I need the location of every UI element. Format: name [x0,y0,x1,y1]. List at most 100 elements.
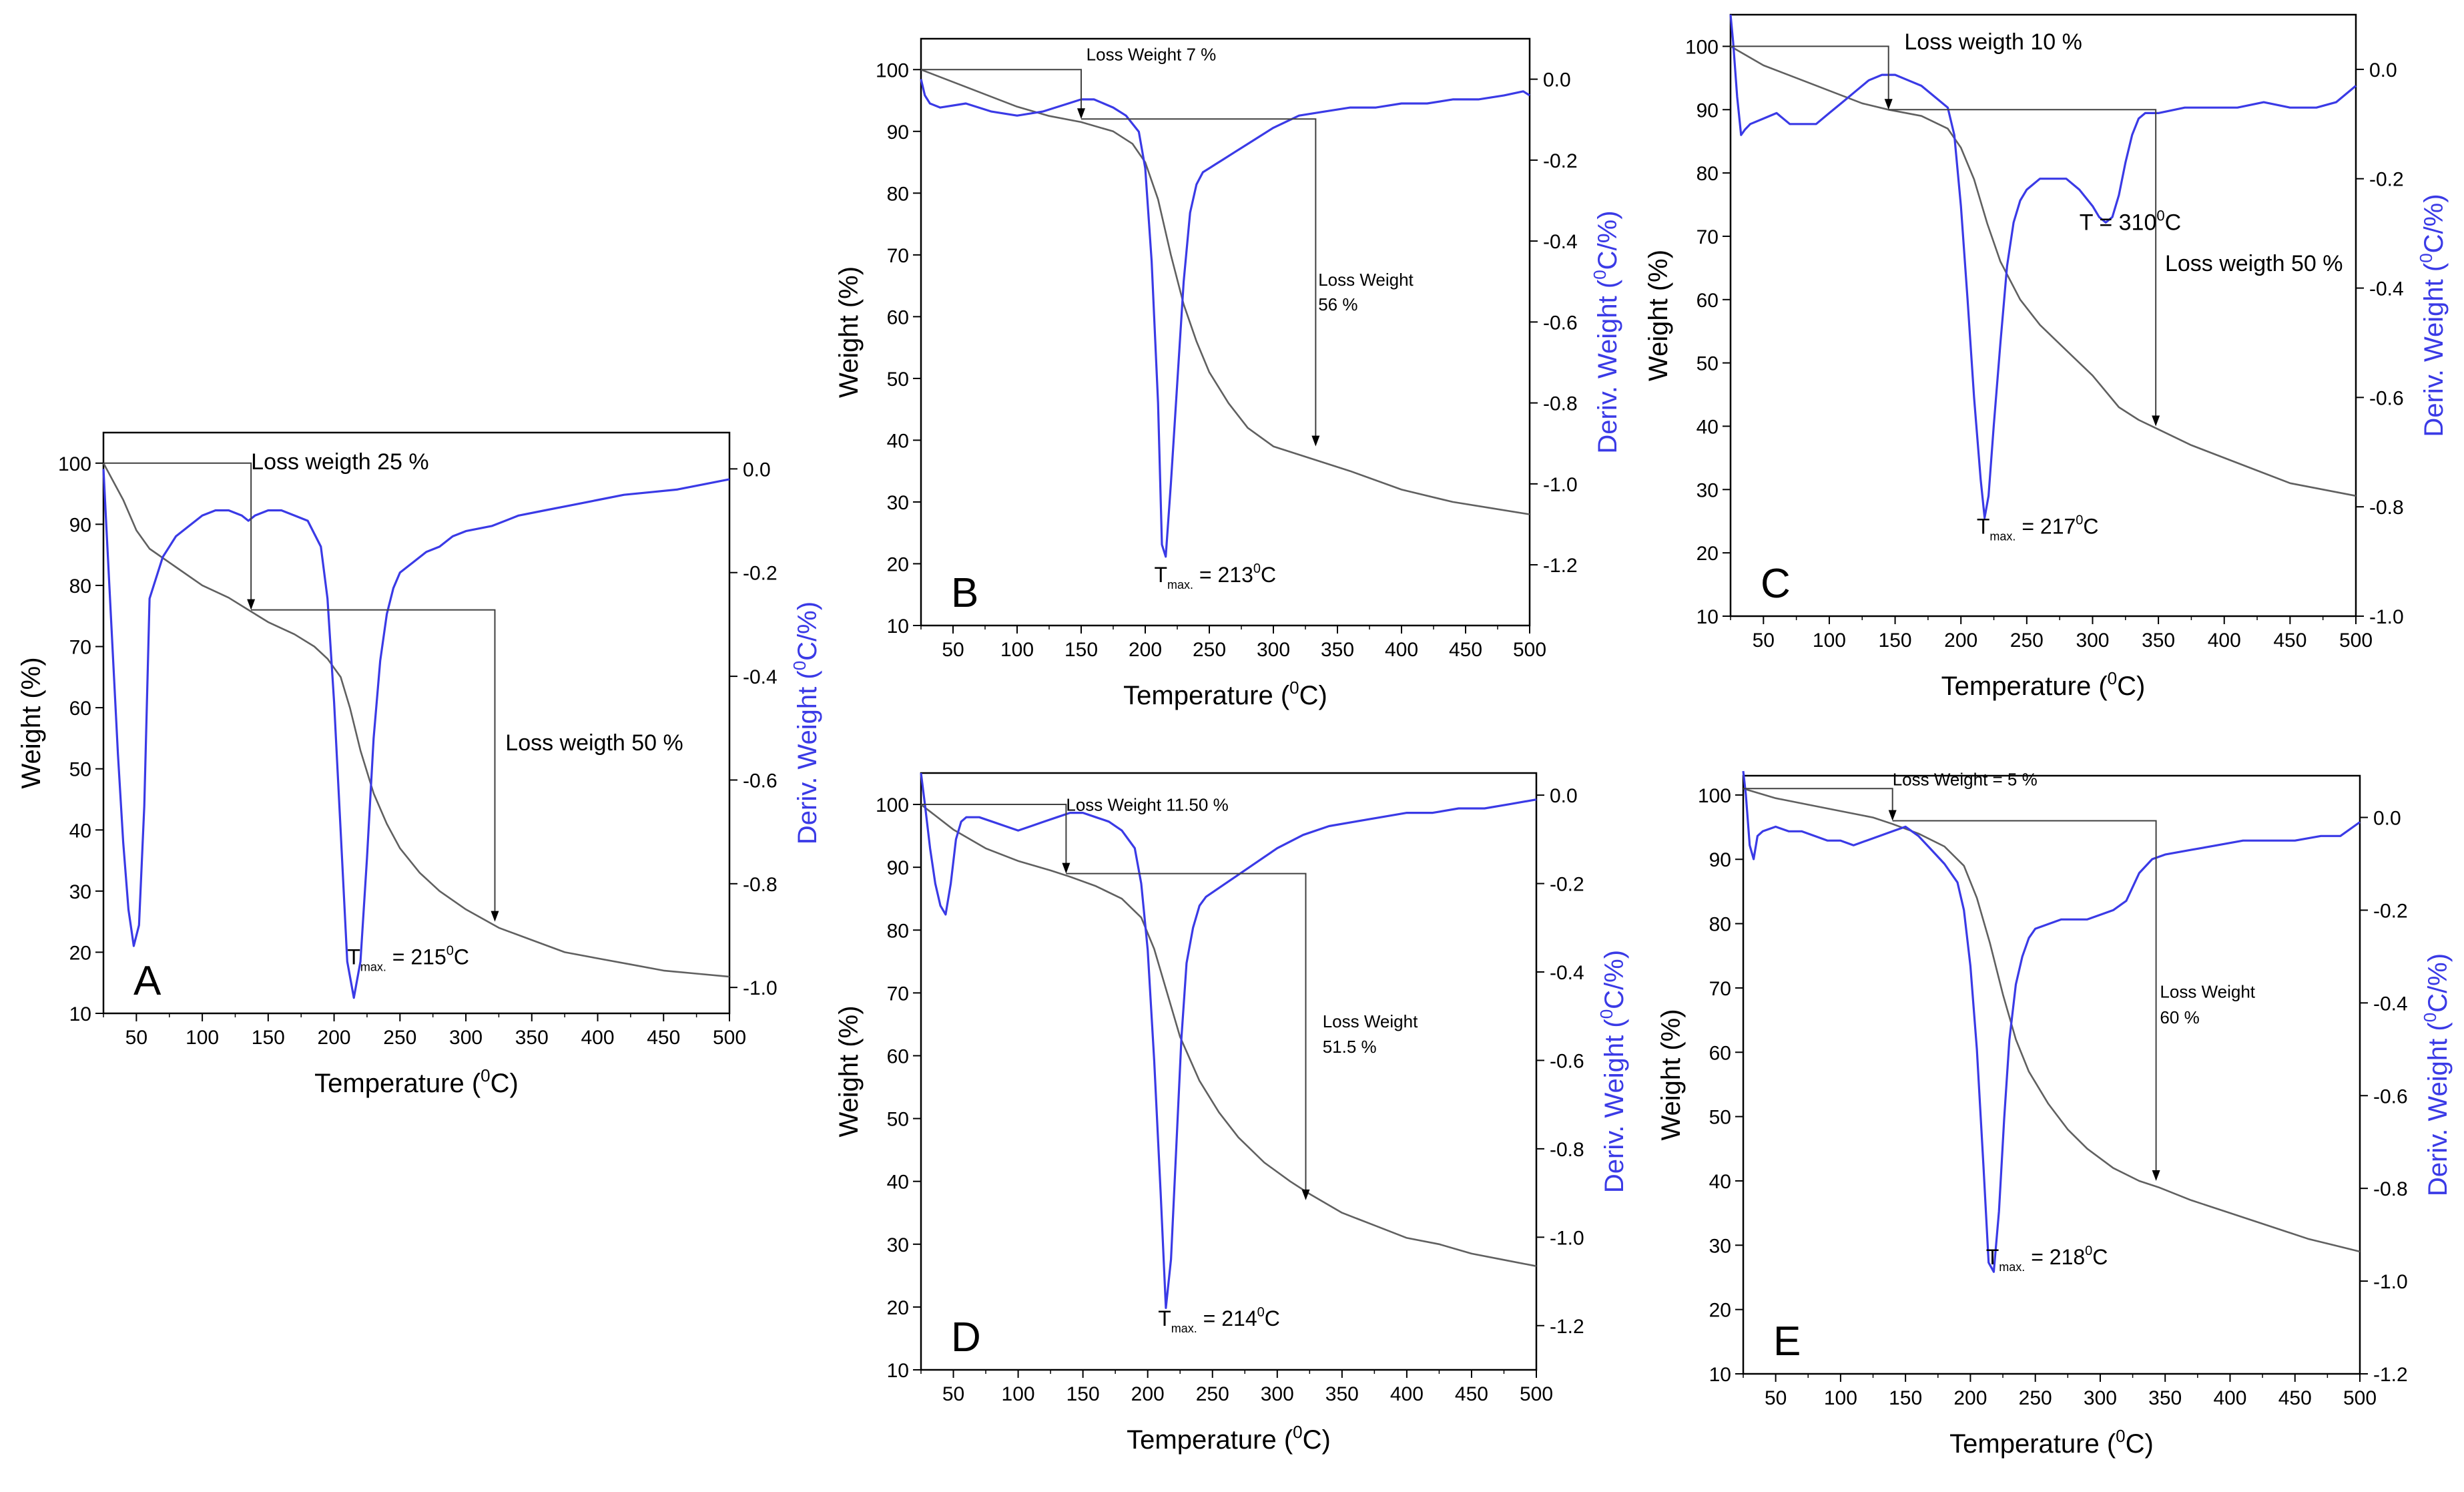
loss-arrow-head [1884,99,1893,110]
loss-annotation: Loss Weight [1318,270,1414,290]
x-tick-label: 250 [1196,1383,1229,1405]
x-tick-label: 200 [1953,1387,1987,1409]
loss-bracket [1731,45,1889,102]
y2-tick-label: -0.8 [1543,393,1578,415]
y-tick-label: 40 [69,820,91,842]
y-tick-label: 40 [887,430,909,452]
x-tick-label: 400 [1385,639,1418,661]
x-tick-label: 100 [1813,630,1846,652]
y2-axis-label: Deriv. Weight (0C/%) [790,601,822,844]
y2-tick-label: -1.0 [1550,1227,1584,1249]
deriv-weight-line [102,469,730,999]
x-axis-label: Temperature (0C) [1941,668,2146,701]
x-tick-label: 50 [942,1383,964,1405]
loss-arrow-head [2152,1170,2160,1181]
tmax-label: Tmax. = 2140C [1158,1305,1280,1335]
x-tick-label: 400 [2208,630,2241,652]
x-tick-label: 450 [1455,1383,1488,1405]
x-axis-label: Temperature (0C) [314,1065,519,1098]
tmax-label: Tmax. = 2170C [1977,513,2099,543]
y-tick-label: 20 [1709,1300,1731,1322]
plot-frame [102,431,731,1015]
loss-arrow-head [1888,810,1897,821]
y2-tick-label: -1.0 [2369,606,2404,628]
x-tick-label: 100 [186,1027,219,1049]
x-axis-label: Temperature (0C) [1127,1422,1331,1455]
chart-panel-E: 50 100 150 200 250 300 350 400 450 500 10 20 30 40 50 6… [1656,769,2453,1459]
y-tick-label: 40 [887,1172,909,1194]
y-axis-label: Weight (%) [1644,250,1673,381]
y2-tick-label: 0.0 [743,459,771,481]
y-tick-label: 80 [887,183,909,205]
y-tick-label: 90 [1697,99,1719,121]
y-tick-label: 50 [887,368,909,391]
x-tick-label: 400 [2213,1387,2246,1409]
x-tick-label: 500 [1513,639,1546,661]
y2-tick-label: 0.0 [1550,785,1578,807]
y2-tick-label: -0.4 [1550,962,1584,984]
x-tick-label: 450 [1449,639,1482,661]
y2-tick-label: -1.0 [1543,474,1578,496]
y-tick-label: 100 [876,794,909,816]
y-tick-label: 70 [887,983,909,1005]
loss-arrow-head [1077,108,1085,119]
loss-bracket [1743,788,1893,813]
y2-tick-label: -0.8 [743,874,778,896]
loss-annotation: Loss weigth 25 % [251,449,429,475]
x-tick-label: 250 [1193,639,1226,661]
y-tick-label: 70 [1697,226,1719,248]
y2-tick-label: -1.2 [1543,555,1578,577]
y-tick-label: 30 [69,881,91,903]
x-tick-label: 500 [713,1027,746,1049]
y-tick-label: 10 [1709,1364,1731,1386]
y2-tick-label: -1.2 [2373,1364,2408,1386]
loss-annotation: Loss Weight [1323,1011,1418,1031]
y-tick-label: 50 [887,1109,909,1131]
y-tick-label: 80 [1697,163,1719,185]
y2-tick-label: -0.6 [2373,1085,2408,1107]
plot-frame [1729,13,2357,617]
x-tick-label: 350 [2142,630,2175,652]
y-tick-label: 100 [1698,785,1731,807]
loss-bracket [921,69,1082,111]
weight-line [920,804,1537,1267]
y-axis-label: Weight (%) [834,266,864,398]
x-tick-label: 50 [942,639,964,661]
y2-tick-label: -0.2 [1543,150,1578,172]
x-tick-label: 150 [1889,1387,1922,1409]
y-tick-label: 80 [1709,914,1731,936]
deriv-weight-line [920,79,1530,558]
loss-annotation: Loss Weight 7 % [1087,44,1217,64]
panel-label: B [951,570,978,616]
y2-tick-label: 0.0 [2369,59,2397,81]
y-axis-label: Weight (%) [17,657,46,788]
y-tick-label: 100 [58,453,91,475]
loss-arrow-head [1301,1189,1310,1200]
x-tick-label: 150 [1879,630,1912,652]
loss-annotation: 56 % [1318,294,1357,314]
x-tick-label: 250 [2019,1387,2052,1409]
y-tick-label: 40 [1697,416,1719,438]
y2-tick-label: -0.8 [2373,1178,2408,1200]
y-tick-label: 10 [1697,606,1719,628]
y2-tick-label: -1.0 [743,977,778,999]
x-tick-label: 450 [647,1027,680,1049]
y-tick-label: 20 [887,553,909,575]
loss-arrow-head [2152,415,2160,427]
x-tick-label: 100 [1824,1387,1857,1409]
x-tick-label: 500 [2339,630,2373,652]
x-tick-label: 50 [1765,1387,1787,1409]
loss-annotation: T = 3100C [2080,207,2182,235]
x-tick-label: 100 [1002,1383,1035,1405]
chart-panel-A: 50 100 150 200 250 300 350 400 450 500 10 20 30 40 50 6… [17,431,822,1098]
loss-bracket [251,609,496,914]
y2-tick-label: -0.4 [2373,993,2408,1015]
y-tick-label: 10 [887,615,909,638]
loss-bracket [1892,820,2157,1173]
x-tick-label: 200 [318,1027,351,1049]
x-tick-label: 350 [2148,1387,2182,1409]
y-axis-label: Weight (%) [1656,1009,1686,1140]
y-tick-label: 100 [1685,36,1719,58]
x-tick-label: 150 [252,1027,285,1049]
